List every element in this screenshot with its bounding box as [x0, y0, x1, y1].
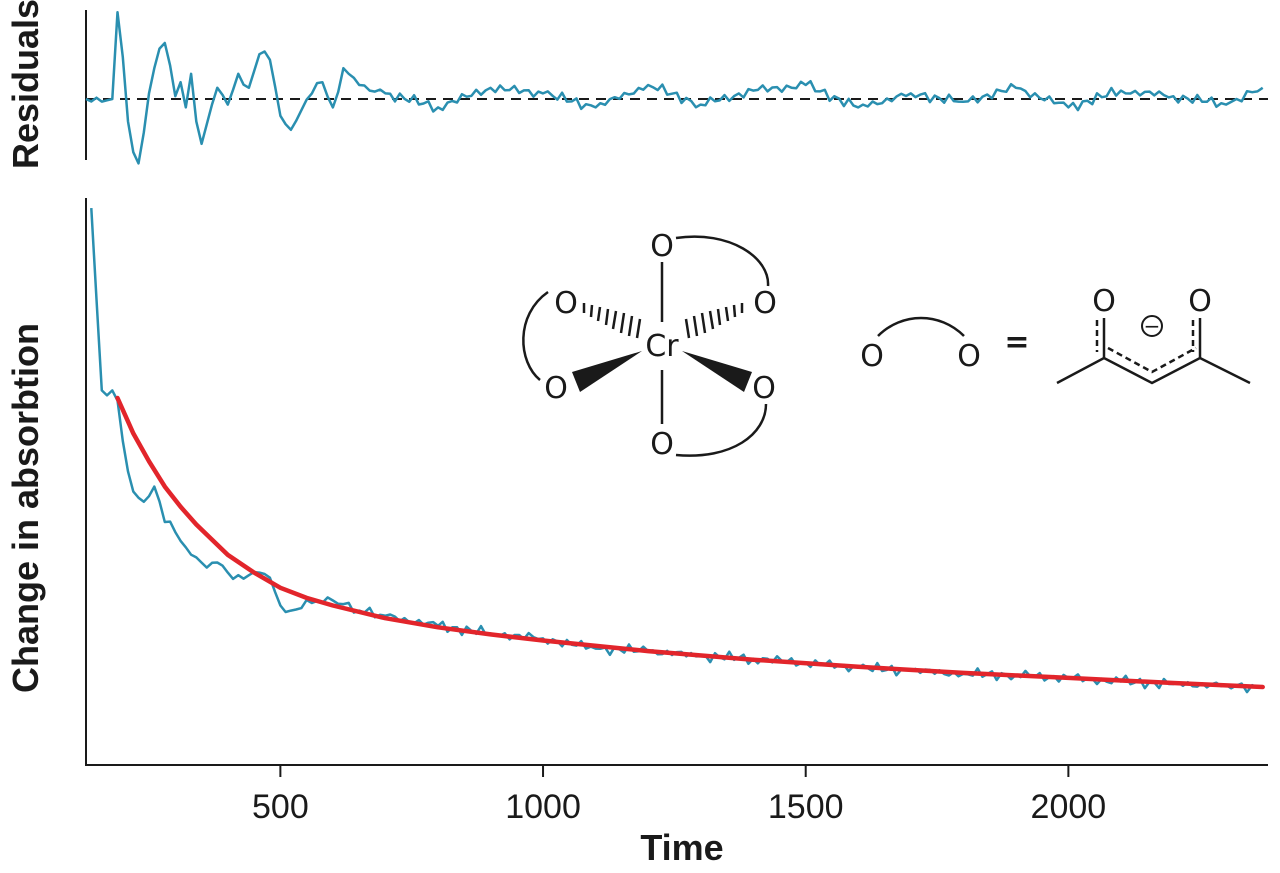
atom-o-upper-left: O: [554, 286, 578, 321]
residuals-ylabel: Residuals: [5, 0, 46, 169]
x-ticks: 500 1000 1500 2000: [252, 765, 1106, 826]
chelate-arc-bottom: [675, 403, 768, 457]
atom-o-top: O: [650, 229, 674, 264]
x-tick-label-1500: 1500: [768, 788, 844, 826]
wedge-bond-left: [572, 351, 642, 392]
wedge-bond-right: [682, 351, 752, 392]
acac-o-left: O: [1092, 284, 1116, 319]
chelate-arc-right: [675, 235, 770, 287]
ligand-o-right: O: [957, 339, 981, 374]
x-tick-label-2000: 2000: [1031, 788, 1107, 826]
acac-backbone: [1056, 356, 1251, 385]
x-tick-label-1000: 1000: [505, 788, 581, 826]
absorption-data-line: [90, 208, 1263, 694]
hashed-bond-left: [582, 303, 642, 339]
acac-backbone-dash: [1107, 346, 1197, 374]
atom-o-bottom: O: [650, 427, 674, 462]
x-axis-title: Time: [640, 827, 723, 868]
atom-o-lower-right: O: [752, 371, 776, 406]
ligand-arc: [877, 316, 965, 337]
atom-cr: Cr: [645, 329, 679, 364]
residuals-series-line: [85, 10, 1264, 165]
absorption-panel: 500 1000 1500 2000 Change in absorbtion Tim…: [5, 198, 1268, 868]
atom-o-upper-right: O: [753, 286, 777, 321]
chemical-structure: O O O Cr O O O O O = O O −: [522, 229, 1251, 462]
equals-sign: =: [1004, 325, 1029, 360]
atom-o-lower-left: O: [544, 371, 568, 406]
absorption-fit-line: [115, 395, 1265, 690]
charge-circle: [1141, 315, 1163, 337]
residuals-panel: Residuals: [5, 0, 1268, 169]
ligand-o-left: O: [860, 339, 884, 374]
acac-o-right: O: [1188, 284, 1212, 319]
x-tick-label-500: 500: [252, 788, 309, 826]
charge-sign: −: [1144, 314, 1161, 338]
chelate-arc-left: [522, 290, 549, 381]
absorption-ylabel: Change in absorbtion: [5, 323, 46, 693]
hashed-bond-right: [684, 303, 744, 339]
